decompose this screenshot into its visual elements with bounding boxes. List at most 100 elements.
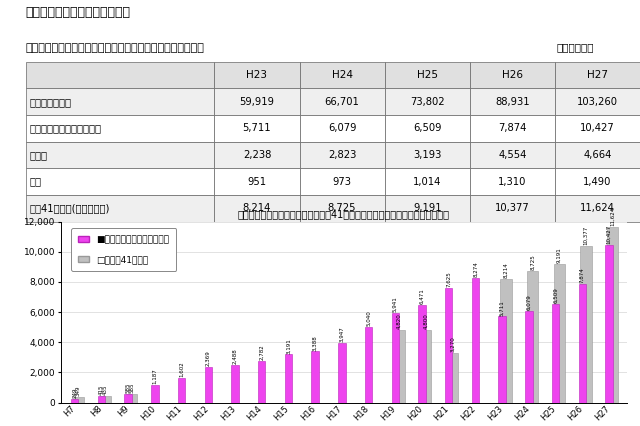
Bar (312, 351, 319, 403)
Bar (124, 394, 132, 403)
Text: 府内41市町村(政令市除く): 府内41市町村(政令市除く) (29, 203, 110, 213)
Text: 6,509: 6,509 (553, 288, 558, 303)
Text: 2,369: 2,369 (206, 350, 211, 366)
Text: （単位：件）: （単位：件） (557, 43, 595, 52)
Text: 4,554: 4,554 (498, 150, 527, 160)
Text: 6,471: 6,471 (419, 288, 424, 304)
Title: 大阪府子ども家庭センターと大阪府41市町村における虐待相談対応件数の推移: 大阪府子ども家庭センターと大阪府41市町村における虐待相談対応件数の推移 (238, 209, 450, 219)
FancyBboxPatch shape (385, 195, 470, 222)
FancyBboxPatch shape (385, 62, 470, 88)
Text: 585: 585 (129, 383, 134, 393)
Text: 4,820: 4,820 (397, 313, 401, 329)
Bar (500, 279, 511, 403)
FancyBboxPatch shape (470, 88, 555, 115)
Text: 10,427: 10,427 (607, 225, 612, 245)
Text: 9,191: 9,191 (413, 203, 442, 213)
Bar (552, 304, 559, 403)
FancyBboxPatch shape (300, 168, 385, 195)
Text: H24: H24 (332, 70, 353, 80)
FancyBboxPatch shape (555, 115, 640, 141)
Bar (365, 326, 372, 403)
Text: 2,238: 2,238 (243, 150, 271, 160)
Text: 6,079: 6,079 (526, 294, 531, 310)
FancyBboxPatch shape (385, 141, 470, 168)
Bar (205, 367, 212, 403)
Bar (126, 394, 138, 403)
Text: 堺市: 堺市 (29, 177, 42, 187)
Text: 8,274: 8,274 (473, 261, 478, 277)
FancyBboxPatch shape (555, 62, 640, 88)
Text: 6,509: 6,509 (413, 124, 442, 133)
Text: 3,193: 3,193 (413, 150, 442, 160)
Bar (392, 313, 399, 403)
Text: 10,377: 10,377 (584, 226, 589, 245)
Text: 10,427: 10,427 (580, 124, 615, 133)
Text: 415: 415 (99, 385, 104, 395)
Text: 103,260: 103,260 (577, 97, 618, 106)
Bar (525, 311, 532, 403)
Bar (579, 284, 586, 403)
Text: 59,919: 59,919 (239, 97, 275, 106)
Text: H25: H25 (417, 70, 438, 80)
FancyBboxPatch shape (385, 88, 470, 115)
FancyBboxPatch shape (555, 88, 640, 115)
Text: 1,014: 1,014 (413, 177, 442, 187)
Text: H23: H23 (246, 70, 268, 80)
FancyBboxPatch shape (214, 62, 300, 88)
Bar (605, 245, 612, 403)
Text: 4,664: 4,664 (583, 150, 612, 160)
Text: 349: 349 (76, 386, 81, 397)
FancyBboxPatch shape (300, 115, 385, 141)
Bar (394, 330, 404, 403)
Text: （１）全国及び大阪府における児童虐待相談対応件数の推移: （１）全国及び大阪府における児童虐待相談対応件数の推移 (26, 43, 204, 52)
FancyBboxPatch shape (214, 88, 300, 115)
Text: 5,711: 5,711 (500, 300, 505, 316)
Text: 3,947: 3,947 (339, 326, 344, 342)
Text: 88,931: 88,931 (495, 97, 530, 106)
Bar (419, 305, 426, 403)
Text: 3,191: 3,191 (286, 338, 291, 354)
FancyBboxPatch shape (26, 195, 214, 222)
FancyBboxPatch shape (470, 168, 555, 195)
Text: 5,941: 5,941 (393, 296, 398, 312)
Text: 2,823: 2,823 (328, 150, 356, 160)
FancyBboxPatch shape (300, 195, 385, 222)
Text: 4,800: 4,800 (423, 314, 428, 329)
Bar (447, 353, 458, 403)
FancyBboxPatch shape (300, 141, 385, 168)
FancyBboxPatch shape (26, 115, 214, 141)
FancyBboxPatch shape (26, 88, 214, 115)
FancyBboxPatch shape (555, 195, 640, 222)
Text: 73,802: 73,802 (410, 97, 445, 106)
Text: 8,214: 8,214 (243, 203, 271, 213)
Text: 5,711: 5,711 (243, 124, 271, 133)
Bar (580, 246, 591, 403)
Text: 973: 973 (333, 177, 351, 187)
Bar (151, 385, 159, 403)
Text: 8,214: 8,214 (504, 262, 508, 278)
Text: 585: 585 (125, 383, 131, 393)
FancyBboxPatch shape (214, 115, 300, 141)
FancyBboxPatch shape (470, 62, 555, 88)
FancyBboxPatch shape (470, 115, 555, 141)
Text: 大阪市: 大阪市 (29, 150, 47, 160)
FancyBboxPatch shape (214, 141, 300, 168)
Text: 10,377: 10,377 (495, 203, 530, 213)
Text: 8,725: 8,725 (328, 203, 356, 213)
Text: H27: H27 (587, 70, 608, 80)
FancyBboxPatch shape (555, 141, 640, 168)
Text: 11,624: 11,624 (611, 207, 615, 226)
Text: 2,488: 2,488 (232, 348, 237, 364)
Text: 249: 249 (72, 387, 77, 398)
FancyBboxPatch shape (214, 195, 300, 222)
Text: 66,701: 66,701 (324, 97, 360, 106)
FancyBboxPatch shape (300, 62, 385, 88)
Bar (258, 360, 266, 403)
Bar (285, 354, 292, 403)
Text: H26: H26 (502, 70, 523, 80)
Bar (178, 378, 186, 403)
Text: （資料１）児童虐待相談の状況: （資料１）児童虐待相談の状況 (26, 6, 131, 20)
FancyBboxPatch shape (26, 168, 214, 195)
Legend: ■大阪府子ども家庭センター, □大阪府41市町村: ■大阪府子ども家庭センター, □大阪府41市町村 (71, 228, 177, 271)
Text: 大阪府子ども家庭センター: 大阪府子ども家庭センター (29, 124, 101, 133)
